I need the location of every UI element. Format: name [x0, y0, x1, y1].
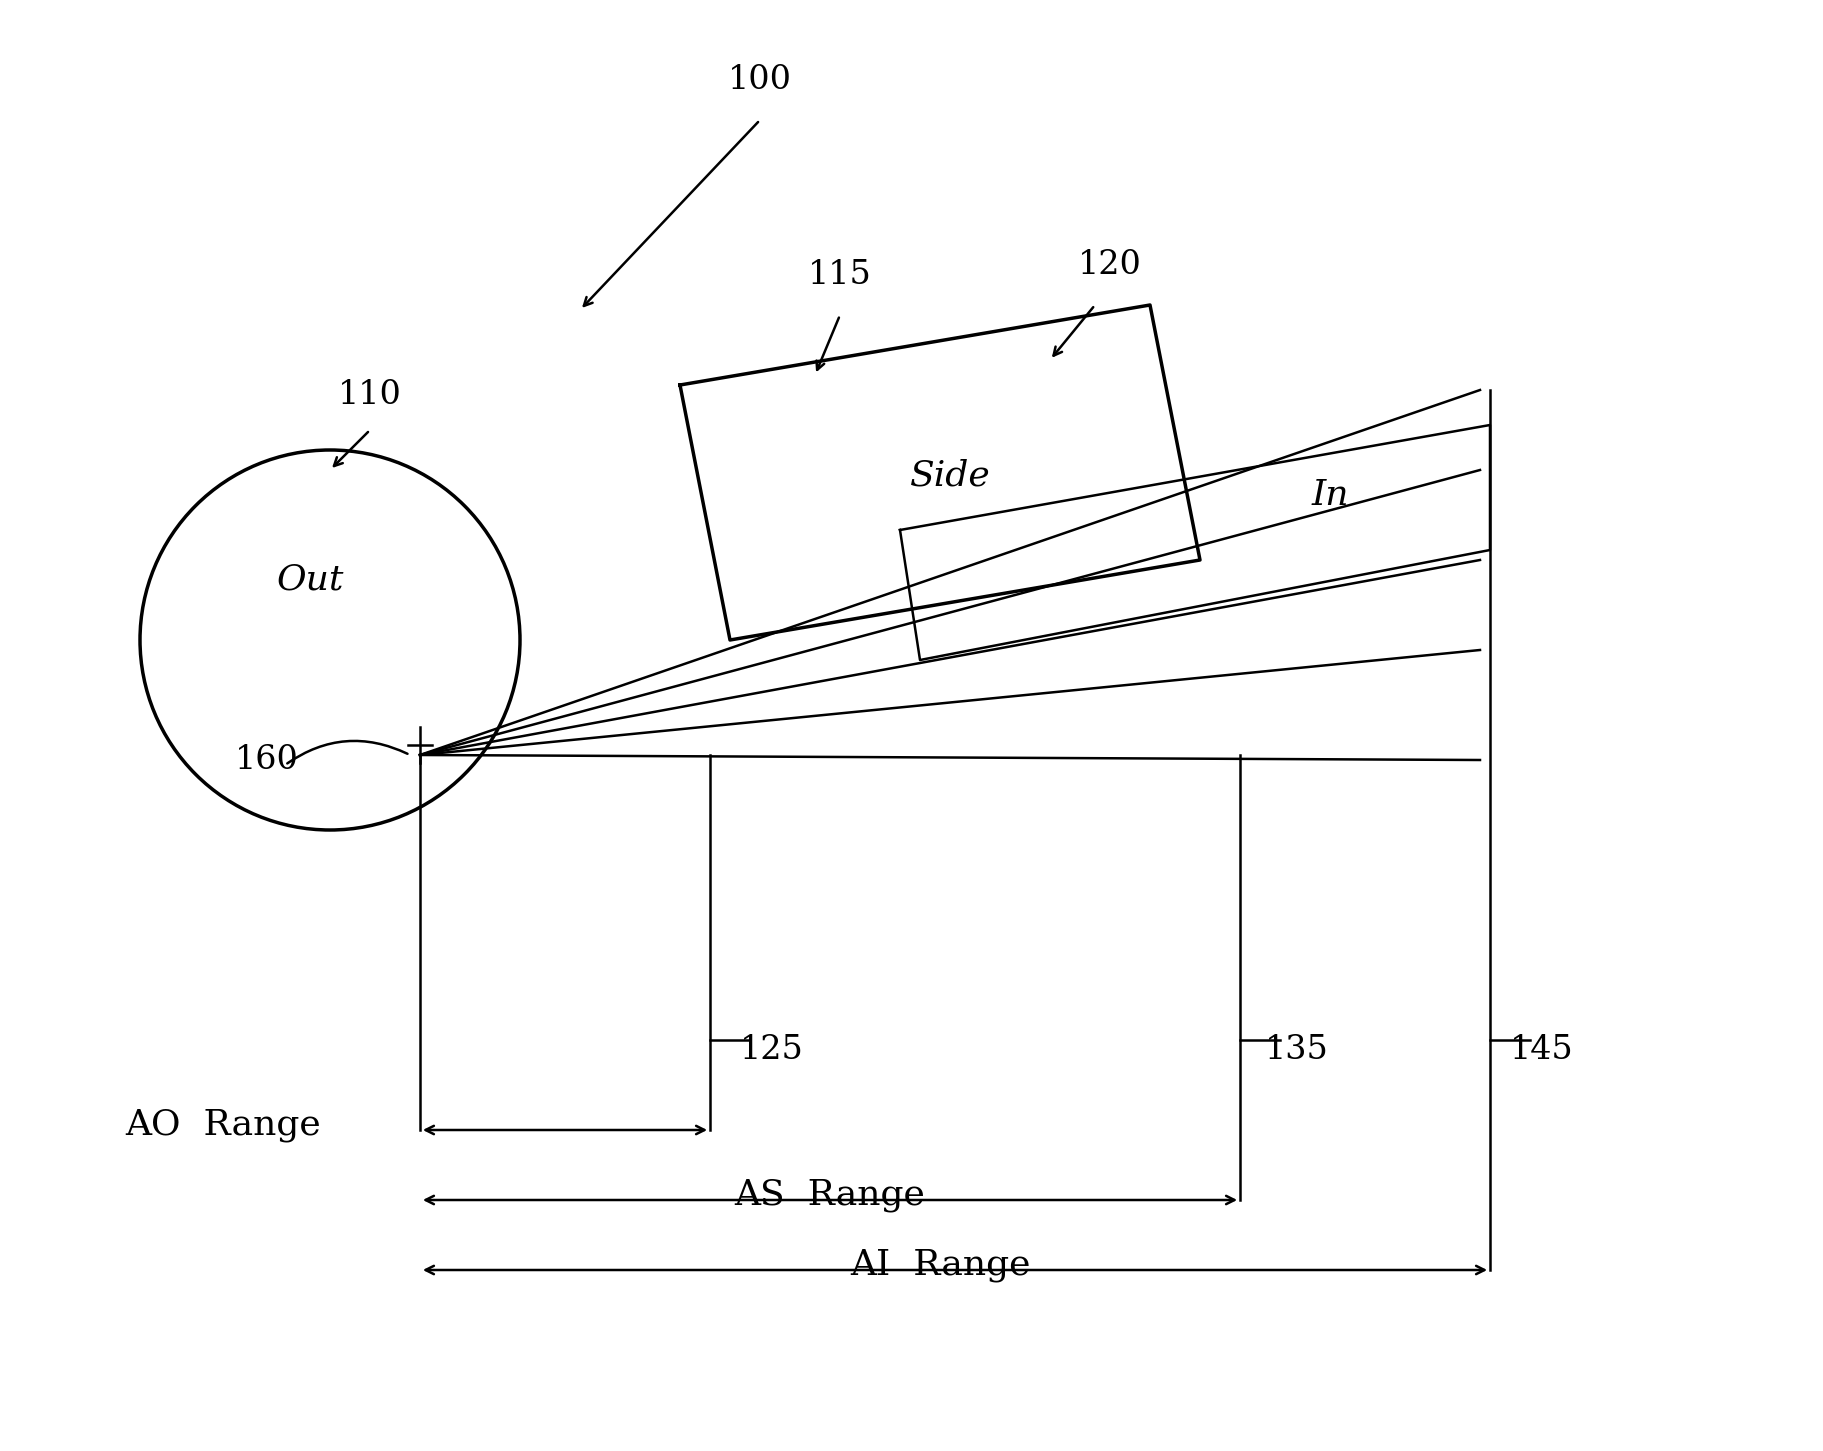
Text: In: In	[1311, 477, 1349, 512]
Text: AO  Range: AO Range	[126, 1109, 321, 1142]
Text: 125: 125	[740, 1035, 804, 1066]
Text: 115: 115	[808, 258, 871, 292]
Text: 135: 135	[1265, 1035, 1329, 1066]
Text: 110: 110	[337, 379, 401, 411]
Text: AS  Range: AS Range	[735, 1178, 926, 1212]
Text: 120: 120	[1077, 250, 1141, 281]
Text: 100: 100	[727, 64, 791, 96]
Text: AI  Range: AI Range	[850, 1248, 1030, 1283]
Text: Side: Side	[910, 459, 990, 492]
Text: Out: Out	[277, 563, 345, 596]
Text: 160: 160	[235, 744, 299, 776]
Text: 145: 145	[1509, 1035, 1573, 1066]
